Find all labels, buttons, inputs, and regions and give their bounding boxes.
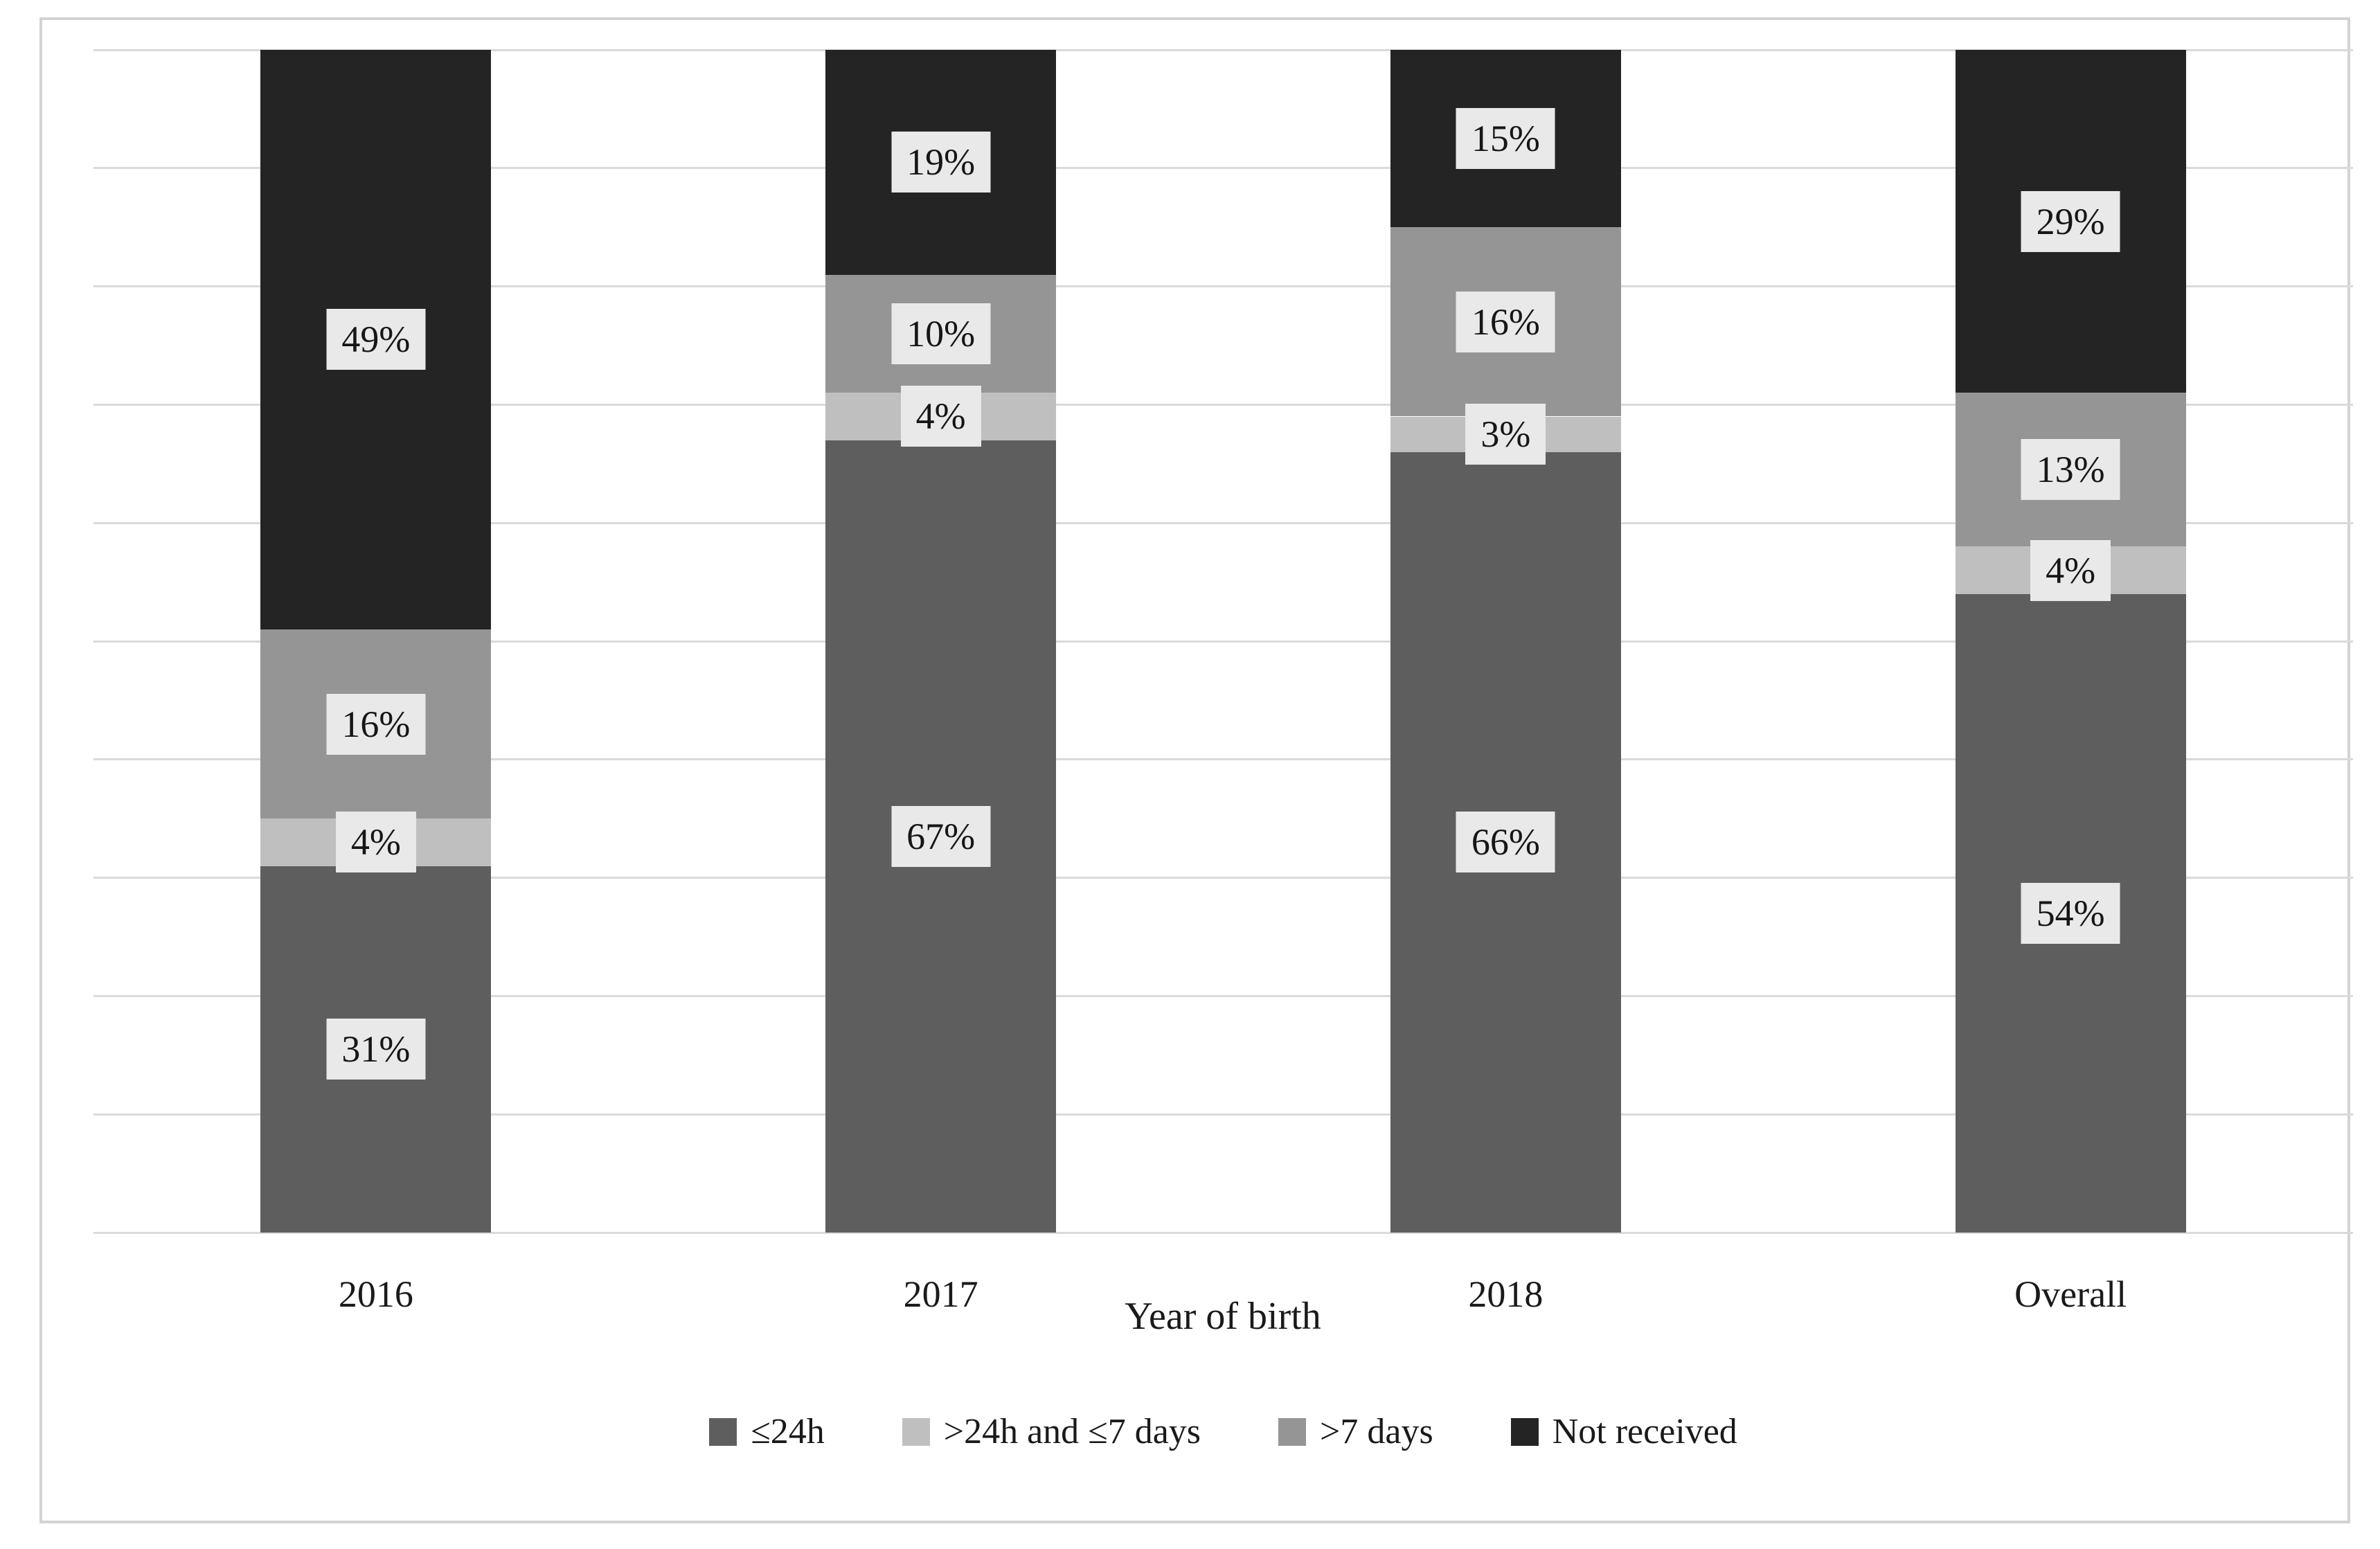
gridline [93, 1231, 2353, 1234]
legend-swatch-icon [1278, 1417, 1307, 1446]
gridline [93, 1113, 2353, 1116]
data-label: 3% [1465, 404, 1546, 465]
gridline [93, 758, 2353, 761]
legend-label: ≤24h [751, 1412, 825, 1451]
data-label: 10% [891, 303, 991, 364]
x-axis-title: Year of birth [1125, 1295, 1321, 1338]
x-tick-label-2017: 2017 [903, 1273, 978, 1315]
gridline [93, 403, 2353, 406]
bar-Overall: 54% 4% 13% 29% [1955, 50, 2186, 1233]
legend: ≤24h >24h and ≤7 days >7 days Not received [93, 1411, 2353, 1452]
plot-area: 31% 4% 16% 49% 67% 4% 10% 19% 66% 3% 16% 15% 54% 4% 13… [93, 48, 2353, 1234]
bar-2018: 66% 3% 16% 15% [1390, 50, 1621, 1233]
legend-item: ≤24h [709, 1411, 825, 1452]
bar-2016: 31% 4% 16% 49% [260, 50, 492, 1233]
data-label: 15% [1456, 108, 1555, 170]
legend-label: >7 days [1320, 1412, 1433, 1451]
x-tick-label-2016: 2016 [338, 1273, 413, 1315]
gridline [93, 167, 2353, 170]
gridline [93, 877, 2353, 879]
legend-swatch-icon [902, 1417, 930, 1446]
gridline [93, 48, 2353, 51]
gridline [93, 521, 2353, 524]
data-label: 49% [326, 309, 426, 370]
data-label: 16% [1456, 291, 1555, 352]
legend-item: >24h and ≤7 days [902, 1411, 1201, 1452]
x-tick-label-2018: 2018 [1468, 1273, 1544, 1315]
legend-label: >24h and ≤7 days [943, 1412, 1201, 1451]
legend-swatch-icon [709, 1417, 737, 1446]
data-label: 4% [2030, 539, 2111, 601]
x-tick-label-Overall: Overall [2014, 1273, 2127, 1315]
data-label: 66% [1456, 812, 1555, 873]
legend-swatch-icon [1510, 1417, 1539, 1446]
data-label: 54% [2021, 882, 2120, 944]
bar-2017: 67% 4% 10% 19% [825, 50, 1057, 1233]
data-label: 4% [900, 386, 981, 447]
data-label: 31% [326, 1019, 426, 1080]
legend-label: Not received [1552, 1412, 1737, 1451]
gridline [93, 285, 2353, 288]
chart-area-border [39, 17, 2350, 1523]
data-label: 4% [335, 812, 416, 873]
data-label: 13% [2021, 439, 2120, 501]
legend-item: >7 days [1278, 1411, 1433, 1452]
gridline [93, 994, 2353, 997]
data-label: 29% [2021, 190, 2120, 252]
legend-item: Not received [1510, 1411, 1737, 1452]
data-label: 19% [891, 132, 991, 193]
x-axis-tick-labels: 2016 2017 2018 Overall [93, 1273, 2353, 1321]
data-label: 16% [326, 693, 426, 755]
data-label: 67% [891, 805, 991, 867]
gridline [93, 640, 2353, 643]
